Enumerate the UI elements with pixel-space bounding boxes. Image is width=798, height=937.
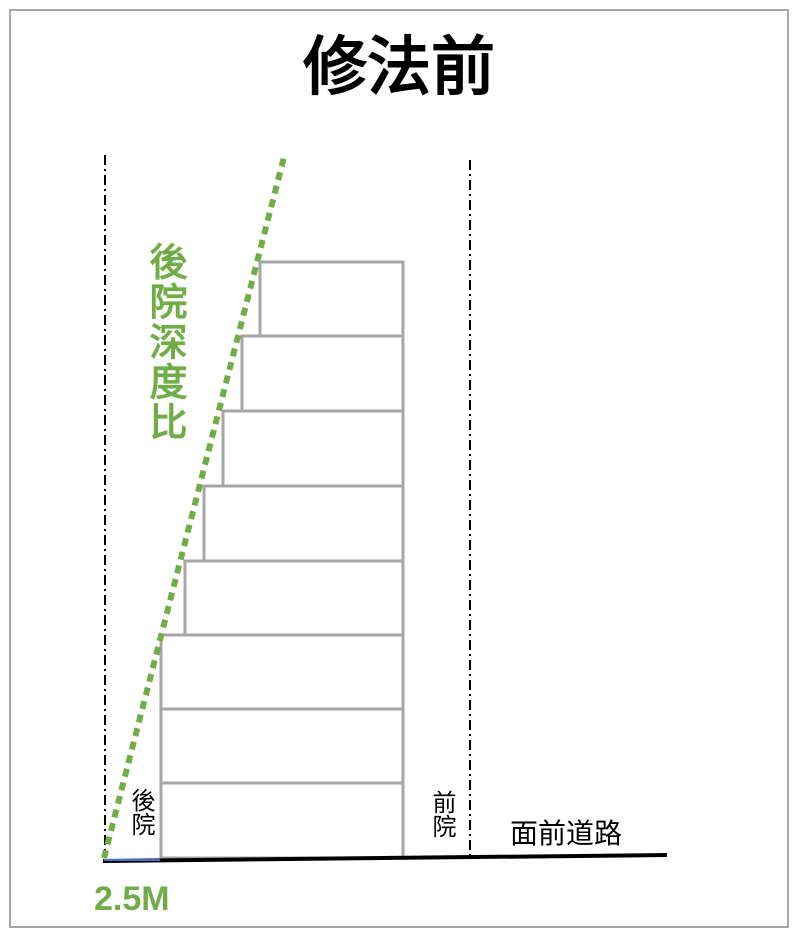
rear-yard-label: 後院 <box>127 788 155 836</box>
floor-6 <box>221 409 405 488</box>
ground-line <box>102 853 668 863</box>
diagram-title: 修法前 <box>303 31 495 105</box>
front-road-label: 面前道路 <box>510 817 623 850</box>
front-yard-label: 前院 <box>428 790 456 838</box>
floor-3 <box>159 633 405 711</box>
floor-7 <box>240 334 405 413</box>
floor-2 <box>159 707 405 785</box>
floor-1 <box>159 781 405 860</box>
floor-8 <box>258 260 405 338</box>
depth-ratio-slope-line <box>101 156 287 859</box>
floor-4 <box>183 559 405 637</box>
building <box>159 260 405 860</box>
depth-ratio-label: 後院深度比 <box>143 242 187 442</box>
rear-depth-value: 2.5M <box>94 880 170 918</box>
diagram-frame <box>9 9 789 928</box>
floor-5 <box>202 484 405 563</box>
